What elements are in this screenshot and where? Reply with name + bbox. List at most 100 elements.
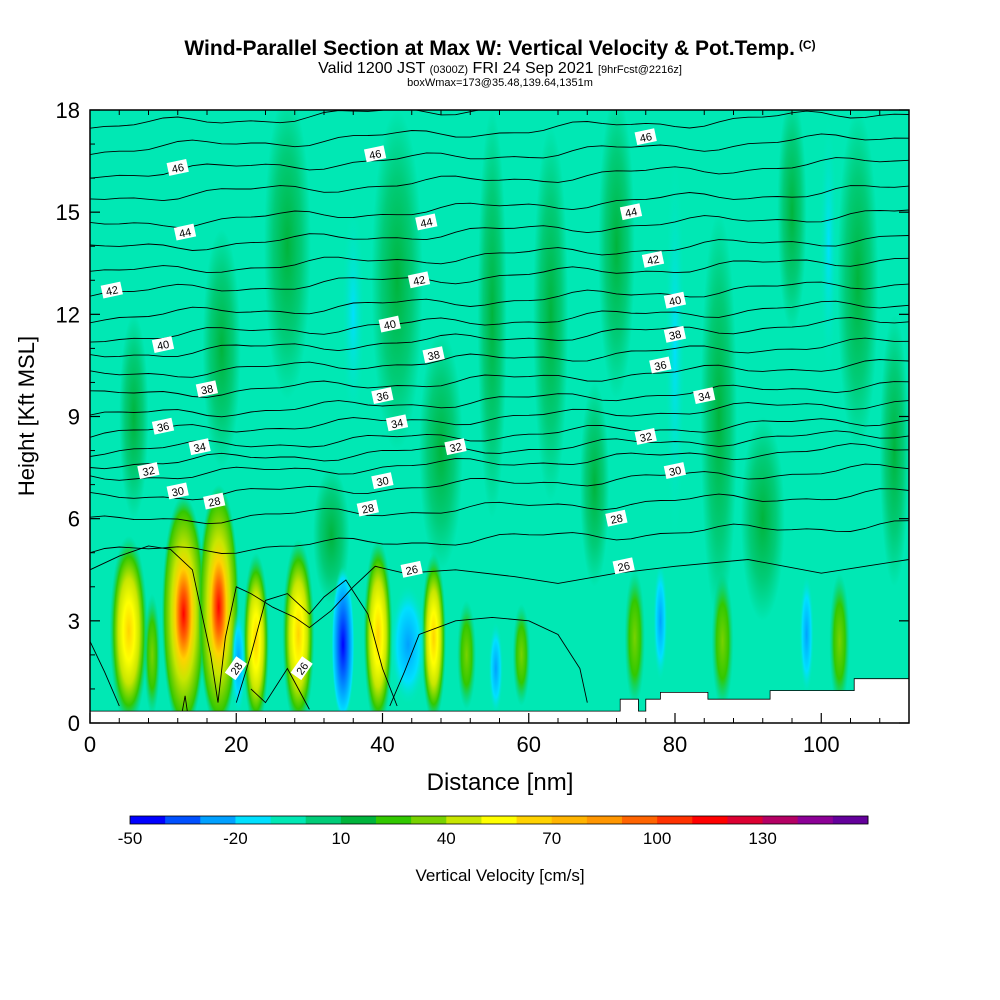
contour-label-bg [100,281,123,299]
theta-contour-9 [90,337,909,378]
convective-cell-12 [512,603,531,706]
field-band-1 [341,195,365,434]
contour-label-text: 44 [178,226,192,240]
contour-label-text: 44 [624,206,638,220]
contour-label-bg [151,336,175,353]
convective-cell-9 [389,583,427,706]
contour-label-28: 28 [356,499,379,517]
x-axis-label: Distance [nm] [427,769,574,796]
theta-contour-low-2 [180,695,189,717]
theta-contour-low-3 [235,579,398,707]
contour-label-13: 38 [422,346,445,364]
contour-label-bg [371,387,394,405]
field-band-10 [837,110,879,451]
convective-cell-6 [363,539,393,723]
contour-label-text: 46 [171,162,185,176]
colorbar-swatch-1 [165,816,201,824]
contour-label-bg [649,356,672,374]
colorbar-tick-label-0: -50 [118,829,143,848]
field-band-12 [119,314,149,519]
contour-label-10: 40 [378,315,401,333]
contour-label-33: 26 [290,656,313,681]
colorbar-tick-label-1: -20 [223,829,248,848]
contour-label-text: 32 [449,441,463,455]
contour-label-7: 42 [407,271,431,288]
colorbar-label: Vertical Velocity [cm/s] [415,866,584,885]
plot-area: 4646464444444242424040403838383636363434… [90,110,909,723]
contour-label-text: 40 [156,339,170,353]
colorbar-swatch-8 [411,816,447,824]
contour-label-6: 42 [100,281,123,299]
contour-label-25: 30 [371,472,394,489]
contour-label-text: 42 [646,254,660,268]
convective-cell-5 [331,566,355,723]
contour-label-bg [378,315,401,333]
field-band-0 [264,110,311,400]
convective-cell-4 [282,539,315,723]
field-band-7 [700,212,738,621]
contour-label-11: 40 [663,291,687,309]
contour-label-bg [693,387,716,405]
colorbar-frame [129,815,869,825]
contour-label-20: 34 [693,387,716,405]
contour-label-bg [422,346,445,364]
theta-contour-low-4 [250,667,310,710]
contour-label-23: 32 [634,427,657,445]
chart-subtitle: Valid 1200 JST (0300Z) FRI 24 Sep 2021 [… [318,60,682,77]
contour-label-bg [619,203,643,221]
theta-contour-14 [90,235,909,274]
y-tick-label-1: 3 [68,609,80,634]
colorbar-swatch-4 [270,816,307,824]
contour-label-bg [151,417,175,435]
theta-contour-0 [90,520,909,554]
contour-label-bg [605,509,628,527]
theta-contour-1 [90,488,909,525]
contour-label-bg [612,557,635,575]
contour-label-bg [415,213,438,231]
colorbar-swatch-13 [586,816,623,824]
contour-label-bg [224,656,247,681]
convective-cell-14 [653,559,668,683]
theta-contour-13 [90,257,909,297]
contour-label-text: 34 [193,441,207,455]
x-tick-label-0: 0 [84,732,96,757]
x-tick-label-5: 100 [803,732,840,757]
contour-label-2: 46 [634,128,657,145]
theta-contour-low-5 [389,616,588,707]
contour-label-text: 40 [383,318,397,332]
field-band-4 [533,127,569,502]
contour-label-bg [290,656,313,681]
contour-label-26: 30 [663,462,687,479]
contour-label-text: 38 [427,349,441,363]
y-tick-label-6: 18 [56,98,80,123]
theta-contour-labels: 4646464444444242424040403838383636363434… [100,128,716,681]
contour-label-19: 34 [385,414,409,432]
contour-label-4: 44 [415,213,438,231]
theta-contour-16 [90,185,909,229]
theta-contour-10 [90,317,909,358]
field-band-13 [419,331,463,570]
contour-label-text: 26 [294,661,311,678]
field-band-16 [879,314,909,587]
contour-label-bg [444,438,467,456]
contour-label-bg [385,414,409,432]
contour-label-29: 28 [605,509,628,527]
contour-label-9: 40 [151,336,175,353]
colorbar: -50 -20 10 40 70 100 130 [118,815,869,848]
copyright-mark: (C) [798,38,816,52]
y-tick-label-4: 12 [56,302,80,327]
contour-label-text: 28 [207,495,221,509]
theta-contour-18 [90,133,909,179]
contour-label-bg [663,325,687,343]
contour-label-text: 38 [668,329,682,343]
x-tick-label-3: 60 [517,732,541,757]
x-tick-label-4: 80 [663,732,687,757]
contour-label-bg [166,158,189,176]
colorbar-swatch-14 [622,816,658,824]
colorbar-swatch-17 [727,816,764,824]
colorbar-swatch-0 [130,816,166,824]
contour-label-text: 32 [141,465,155,479]
chart-box-info: boxWmax=173@35.48,139.64,1351m [407,77,593,89]
contour-label-bg [634,427,657,445]
